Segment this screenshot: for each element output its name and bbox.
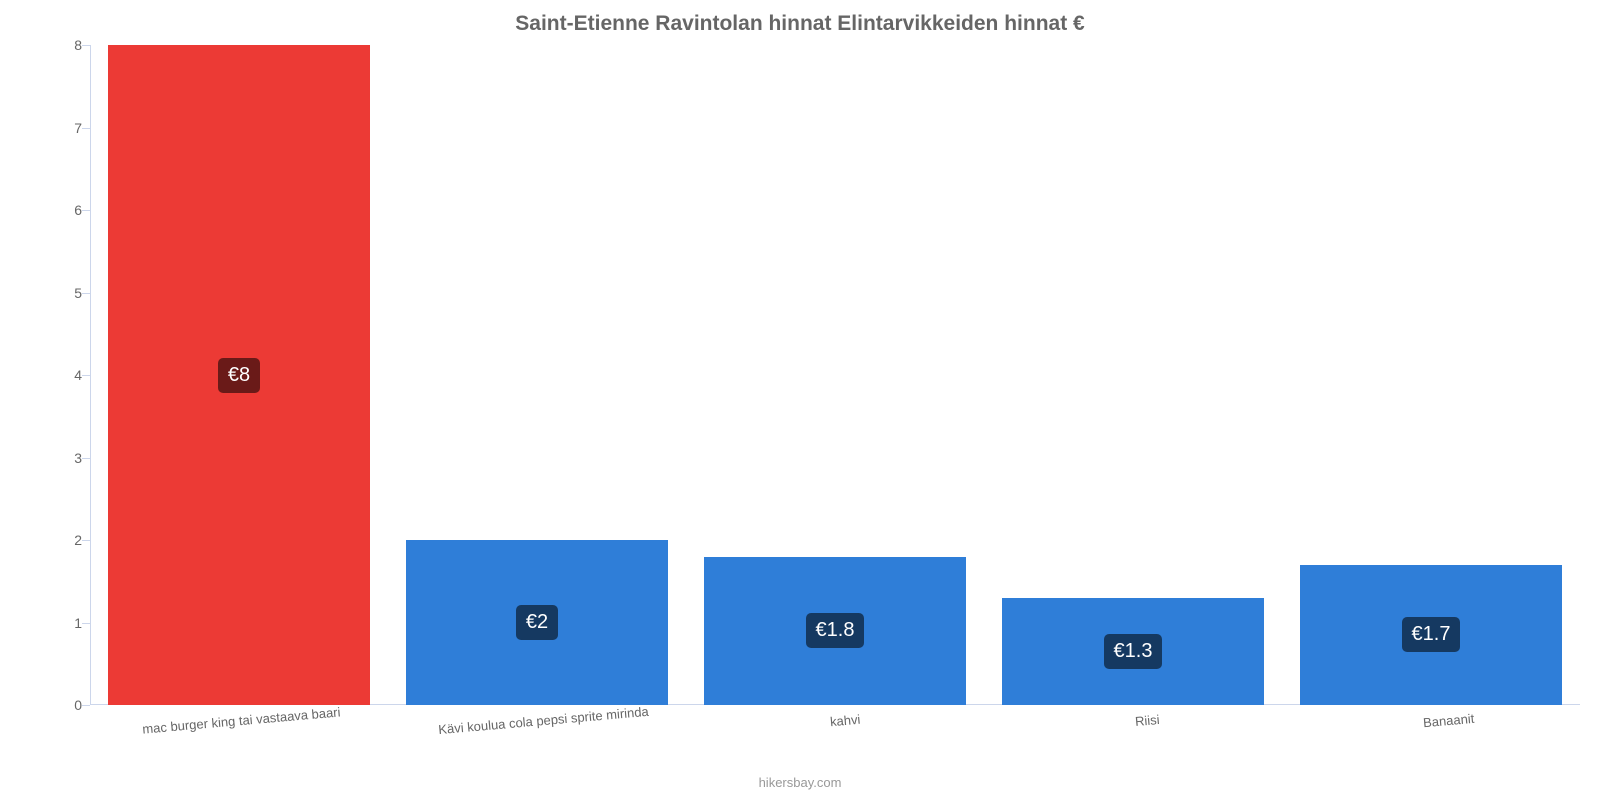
x-axis-category-label: kahvi — [829, 712, 861, 730]
y-tick-label: 8 — [52, 37, 82, 53]
chart-area: 012345678 €8€2€1.8€1.3€1.7 — [60, 45, 1580, 705]
bars-container: €8 €2 €1.8 €1.3 €1.7 — [90, 45, 1580, 705]
bar-slot: €8 — [90, 45, 388, 705]
bar-slot: €2 — [388, 45, 686, 705]
bar-slot: €1.8 — [686, 45, 984, 705]
x-label-slot: Riisi — [996, 712, 1298, 730]
y-tick-label: 0 — [52, 697, 82, 713]
bar-value-label: €1.8 — [806, 613, 865, 648]
y-tick-mark — [82, 45, 90, 46]
y-tick-mark — [82, 623, 90, 624]
bar: €1.7 — [1300, 565, 1562, 705]
y-tick-mark — [82, 375, 90, 376]
y-tick-label: 4 — [52, 367, 82, 383]
x-axis-category-label: mac burger king tai vastaava baari — [141, 704, 340, 736]
bar-value-label: €1.7 — [1402, 617, 1461, 652]
y-tick-label: 2 — [52, 532, 82, 548]
x-label-slot: Kävi koulua cola pepsi sprite mirinda — [392, 712, 694, 730]
bar: €1.8 — [704, 557, 966, 706]
y-tick-mark — [82, 458, 90, 459]
x-axis-category-label: Kävi koulua cola pepsi sprite mirinda — [437, 704, 649, 737]
y-tick-label: 3 — [52, 450, 82, 466]
x-axis-category-label: Banaanit — [1423, 711, 1475, 730]
chart-title: Saint-Etienne Ravintolan hinnat Elintarv… — [0, 0, 1600, 36]
y-tick-label: 1 — [52, 615, 82, 631]
y-tick-mark — [82, 293, 90, 294]
bar-slot: €1.3 — [984, 45, 1282, 705]
x-axis-labels: mac burger king tai vastaava baariKävi k… — [90, 712, 1600, 730]
bar: €1.3 — [1002, 598, 1264, 705]
bar: €2 — [406, 540, 668, 705]
y-tick-mark — [82, 128, 90, 129]
bar-value-label: €2 — [516, 605, 558, 640]
bar-slot: €1.7 — [1282, 45, 1580, 705]
bar-value-label: €8 — [218, 358, 260, 393]
y-tick-mark — [82, 210, 90, 211]
y-tick-label: 5 — [52, 285, 82, 301]
x-label-slot: mac burger king tai vastaava baari — [90, 712, 392, 730]
bar: €8 — [108, 45, 370, 705]
y-tick-label: 6 — [52, 202, 82, 218]
credit-text: hikersbay.com — [0, 775, 1600, 790]
y-tick-mark — [82, 540, 90, 541]
y-tick-label: 7 — [52, 120, 82, 136]
bar-value-label: €1.3 — [1104, 634, 1163, 669]
y-tick-mark — [82, 705, 90, 706]
x-label-slot: kahvi — [694, 712, 996, 730]
x-label-slot: Banaanit — [1298, 712, 1600, 730]
x-axis-category-label: Riisi — [1134, 712, 1160, 729]
